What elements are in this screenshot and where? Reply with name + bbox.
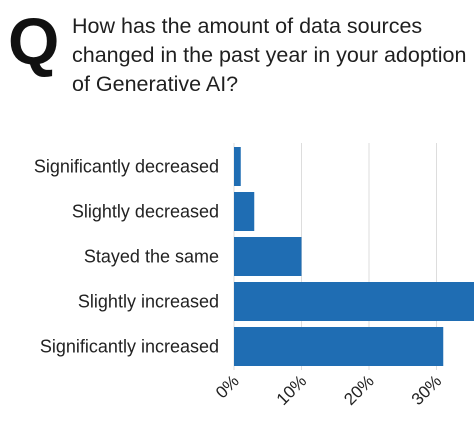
tick-label: 30% <box>408 371 445 408</box>
category-label: Significantly decreased <box>34 157 219 177</box>
tick-label: 10% <box>273 371 310 408</box>
bar <box>234 192 255 231</box>
category-label: Stayed the same <box>84 247 219 267</box>
tick-label: 20% <box>340 371 377 408</box>
bar <box>234 147 241 186</box>
bar <box>234 237 302 276</box>
category-label: Significantly increased <box>40 337 219 357</box>
q-mark: Q <box>8 4 60 78</box>
bar <box>234 282 474 321</box>
question-title: How has the amount of data sources chang… <box>72 14 467 96</box>
tick-label: 0% <box>212 371 243 402</box>
category-label: Slightly increased <box>78 292 219 312</box>
category-label: Slightly decreased <box>72 202 219 222</box>
bar <box>234 327 444 366</box>
